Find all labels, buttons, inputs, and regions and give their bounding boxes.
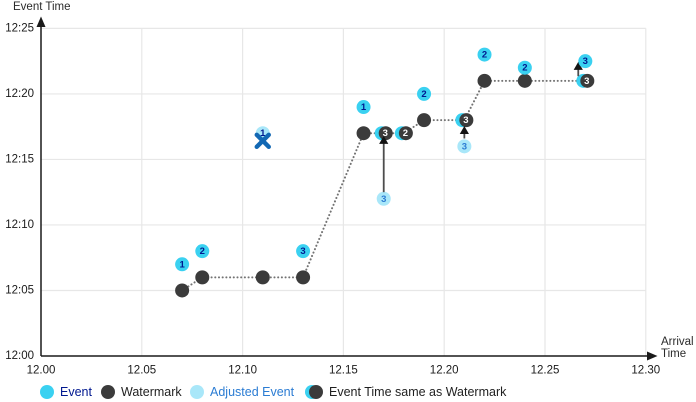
same-as-watermark-marker bbox=[459, 113, 474, 128]
event-label: 3 bbox=[583, 56, 588, 67]
x-tick-label: 12.05 bbox=[127, 365, 156, 377]
y-tick-label: 12:05 bbox=[5, 284, 34, 296]
legend-item-event: Event bbox=[40, 382, 92, 402]
event-marker-icon bbox=[40, 385, 54, 399]
legend-item-watermark: Watermark bbox=[101, 382, 182, 402]
event-marker bbox=[477, 47, 492, 62]
same-as-watermark-marker bbox=[378, 126, 393, 141]
watermark-marker bbox=[417, 113, 432, 128]
x-tick-label: 12.25 bbox=[531, 365, 560, 377]
y-tick-label: 12:15 bbox=[5, 153, 34, 165]
y-tick-label: 12:10 bbox=[5, 219, 34, 231]
half-marker-icon bbox=[305, 385, 323, 399]
watermark-marker bbox=[477, 73, 492, 88]
event-label: 2 bbox=[482, 50, 487, 61]
watermark-marker bbox=[255, 270, 270, 285]
same-as-watermark-label: 2 bbox=[403, 128, 408, 139]
y-tick-label: 12:25 bbox=[5, 22, 34, 34]
watermark-marker bbox=[296, 270, 311, 285]
same-as-watermark-marker bbox=[398, 126, 413, 141]
event-marker bbox=[417, 86, 432, 101]
same-as-watermark-label: 3 bbox=[584, 76, 589, 87]
watermark-marker bbox=[356, 126, 371, 141]
adjusted-event-label: 3 bbox=[381, 194, 386, 205]
adjusted-event-marker bbox=[376, 191, 391, 206]
y-axis-title: Event Time bbox=[13, 1, 71, 13]
event-label: 1 bbox=[179, 259, 185, 270]
same-as-watermark-marker bbox=[580, 73, 595, 88]
x-tick-label: 12.00 bbox=[27, 365, 56, 377]
y-tick-label: 12:00 bbox=[5, 350, 34, 362]
legend-label: Event bbox=[60, 385, 92, 399]
watermark-marker bbox=[195, 270, 210, 285]
event-marker bbox=[356, 100, 371, 115]
event-label: 2 bbox=[522, 63, 527, 74]
adjustment-arrow-head-icon bbox=[379, 135, 389, 144]
x-tick-label: 12.20 bbox=[430, 365, 459, 377]
dropped-event-x-icon bbox=[254, 132, 271, 150]
event-label: 3 bbox=[300, 246, 305, 257]
adjustment-arrow-head-icon bbox=[573, 61, 583, 70]
x-axis-title: Arrival Time bbox=[661, 336, 694, 360]
event-marker bbox=[578, 54, 593, 69]
dropped-event-label: 1 bbox=[260, 128, 266, 139]
event-marker bbox=[296, 244, 311, 259]
adjusted-event-label: 3 bbox=[462, 141, 467, 152]
same-as-watermark-label: 3 bbox=[463, 115, 468, 126]
legend-label: Event Time same as Watermark bbox=[329, 385, 507, 399]
event-label: 2 bbox=[421, 89, 426, 100]
x-axis-arrow-icon bbox=[647, 351, 658, 361]
legend-item-event-time-same-as-watermark: Event Time same as Watermark bbox=[305, 382, 506, 402]
legend-item-adjusted-event: Adjusted Event bbox=[190, 382, 294, 402]
event-label: 1 bbox=[361, 102, 367, 113]
y-axis-arrow-icon bbox=[36, 16, 46, 27]
x-tick-label: 12.15 bbox=[329, 365, 358, 377]
legend-label: Adjusted Event bbox=[210, 385, 295, 399]
event-marker bbox=[175, 257, 190, 272]
legend: Event Watermark Adjusted Event Event Tim… bbox=[0, 382, 696, 402]
adjusted-event-marker-icon bbox=[190, 385, 204, 399]
adjustment-arrow-head-icon bbox=[459, 126, 469, 135]
adjusted-event-marker bbox=[457, 139, 472, 154]
same-as-watermark-label: 3 bbox=[383, 128, 388, 139]
event-marker bbox=[195, 244, 210, 259]
event-label: 2 bbox=[200, 246, 205, 257]
y-tick-label: 12:20 bbox=[5, 88, 34, 100]
legend-label: Watermark bbox=[121, 385, 182, 399]
watermark-marker-icon bbox=[101, 385, 115, 399]
x-tick-label: 12.10 bbox=[228, 365, 257, 377]
event-marker bbox=[517, 60, 532, 75]
watermark-marker bbox=[175, 283, 190, 298]
watermark-marker bbox=[517, 73, 532, 88]
x-tick-label: 12.30 bbox=[631, 365, 660, 377]
